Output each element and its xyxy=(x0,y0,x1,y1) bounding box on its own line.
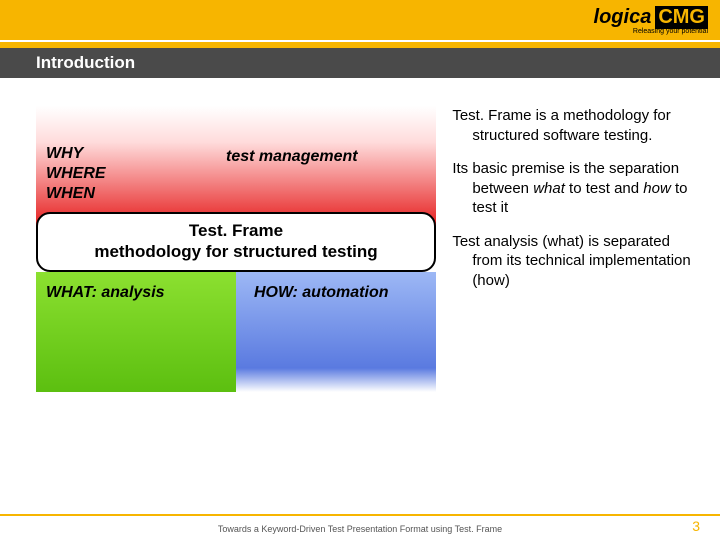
logo: logicaCMG xyxy=(594,6,708,29)
header-topbar: logicaCMG Releasing your potential xyxy=(0,0,720,40)
test-management-label: test management xyxy=(226,148,358,166)
bullet-3: Test analysis (what) is separated from i… xyxy=(452,232,700,291)
methodology-box: Test. Frame methodology for structured t… xyxy=(36,212,436,272)
logo-text-logica: logica xyxy=(594,6,652,29)
page-number: 3 xyxy=(692,518,700,534)
why-where-when-label: WHY WHERE WHEN xyxy=(46,144,106,204)
what-analysis-label: WHAT: analysis xyxy=(46,284,165,302)
bullet-1: Test. Frame is a methodology for structu… xyxy=(452,106,700,145)
footer-accent-bar xyxy=(0,514,720,516)
text-column: Test. Frame is a methodology for structu… xyxy=(452,106,700,386)
methodology-line2: methodology for structured testing xyxy=(38,241,434,262)
logo-text-cmg: CMG xyxy=(655,6,708,29)
footer-text: Towards a Keyword-Driven Test Presentati… xyxy=(0,524,720,534)
slide-title: Introduction xyxy=(36,53,135,73)
diagram: WHY WHERE WHEN test management Test. Fra… xyxy=(36,106,432,386)
bullet-2: Its basic premise is the separation betw… xyxy=(452,159,700,218)
how-automation-label: HOW: automation xyxy=(254,284,389,302)
title-bar: Introduction xyxy=(0,48,720,78)
main-content: WHY WHERE WHEN test management Test. Fra… xyxy=(0,78,720,396)
methodology-line1: Test. Frame xyxy=(38,220,434,241)
logo-tagline: Releasing your potential xyxy=(633,28,708,35)
